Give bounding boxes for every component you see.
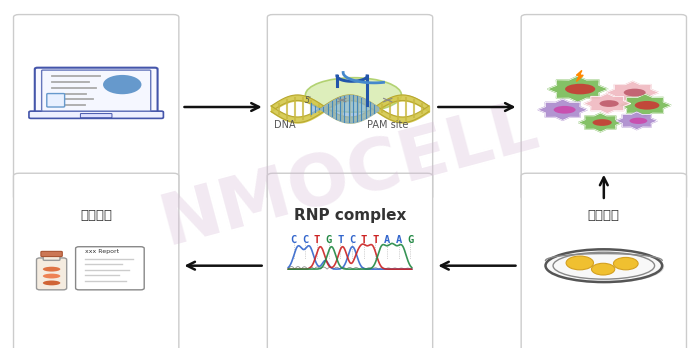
Ellipse shape (565, 84, 595, 94)
FancyBboxPatch shape (13, 14, 179, 200)
FancyBboxPatch shape (47, 94, 64, 107)
Text: DNA: DNA (274, 120, 295, 130)
Ellipse shape (43, 267, 60, 271)
Circle shape (613, 257, 638, 270)
FancyBboxPatch shape (267, 14, 433, 200)
Circle shape (566, 256, 594, 270)
Text: C: C (290, 235, 297, 245)
Ellipse shape (629, 118, 648, 124)
FancyBboxPatch shape (43, 255, 60, 260)
FancyBboxPatch shape (522, 14, 687, 200)
Ellipse shape (635, 101, 659, 109)
Text: A: A (384, 235, 390, 245)
FancyBboxPatch shape (80, 114, 112, 118)
Text: C: C (302, 235, 309, 245)
FancyBboxPatch shape (29, 111, 163, 118)
FancyBboxPatch shape (76, 247, 144, 290)
Text: 细胞转染: 细胞转染 (588, 209, 620, 222)
Text: T: T (372, 235, 379, 245)
Text: C: C (349, 235, 355, 245)
FancyBboxPatch shape (35, 68, 158, 114)
Text: 设计方案: 设计方案 (80, 209, 112, 222)
Text: G: G (326, 235, 332, 245)
Polygon shape (619, 94, 671, 117)
Polygon shape (584, 94, 631, 114)
Text: G: G (407, 235, 414, 245)
Ellipse shape (624, 89, 645, 96)
Text: T: T (360, 235, 367, 245)
Polygon shape (576, 70, 583, 81)
Ellipse shape (547, 250, 664, 283)
FancyBboxPatch shape (13, 173, 179, 352)
Ellipse shape (592, 119, 612, 126)
Polygon shape (538, 99, 587, 120)
Polygon shape (547, 76, 608, 102)
Text: 5': 5' (305, 95, 312, 105)
Ellipse shape (599, 100, 619, 107)
FancyBboxPatch shape (522, 173, 687, 352)
FancyBboxPatch shape (267, 173, 433, 352)
FancyBboxPatch shape (36, 258, 66, 290)
Text: T: T (314, 235, 320, 245)
Polygon shape (578, 113, 622, 132)
Ellipse shape (545, 249, 662, 282)
Text: NMOCELL: NMOCELL (153, 93, 547, 259)
Circle shape (103, 75, 141, 94)
Polygon shape (607, 81, 659, 103)
Text: xxx Report: xxx Report (85, 249, 118, 253)
Ellipse shape (43, 274, 60, 278)
Circle shape (592, 263, 615, 275)
FancyBboxPatch shape (41, 251, 62, 257)
Text: T: T (337, 235, 344, 245)
Text: PAM site: PAM site (367, 120, 408, 130)
Ellipse shape (305, 78, 402, 112)
Ellipse shape (43, 281, 60, 285)
Ellipse shape (554, 106, 575, 114)
Text: A: A (395, 235, 402, 245)
FancyBboxPatch shape (41, 70, 150, 111)
Text: RNP complex: RNP complex (294, 208, 406, 223)
Polygon shape (616, 112, 657, 130)
